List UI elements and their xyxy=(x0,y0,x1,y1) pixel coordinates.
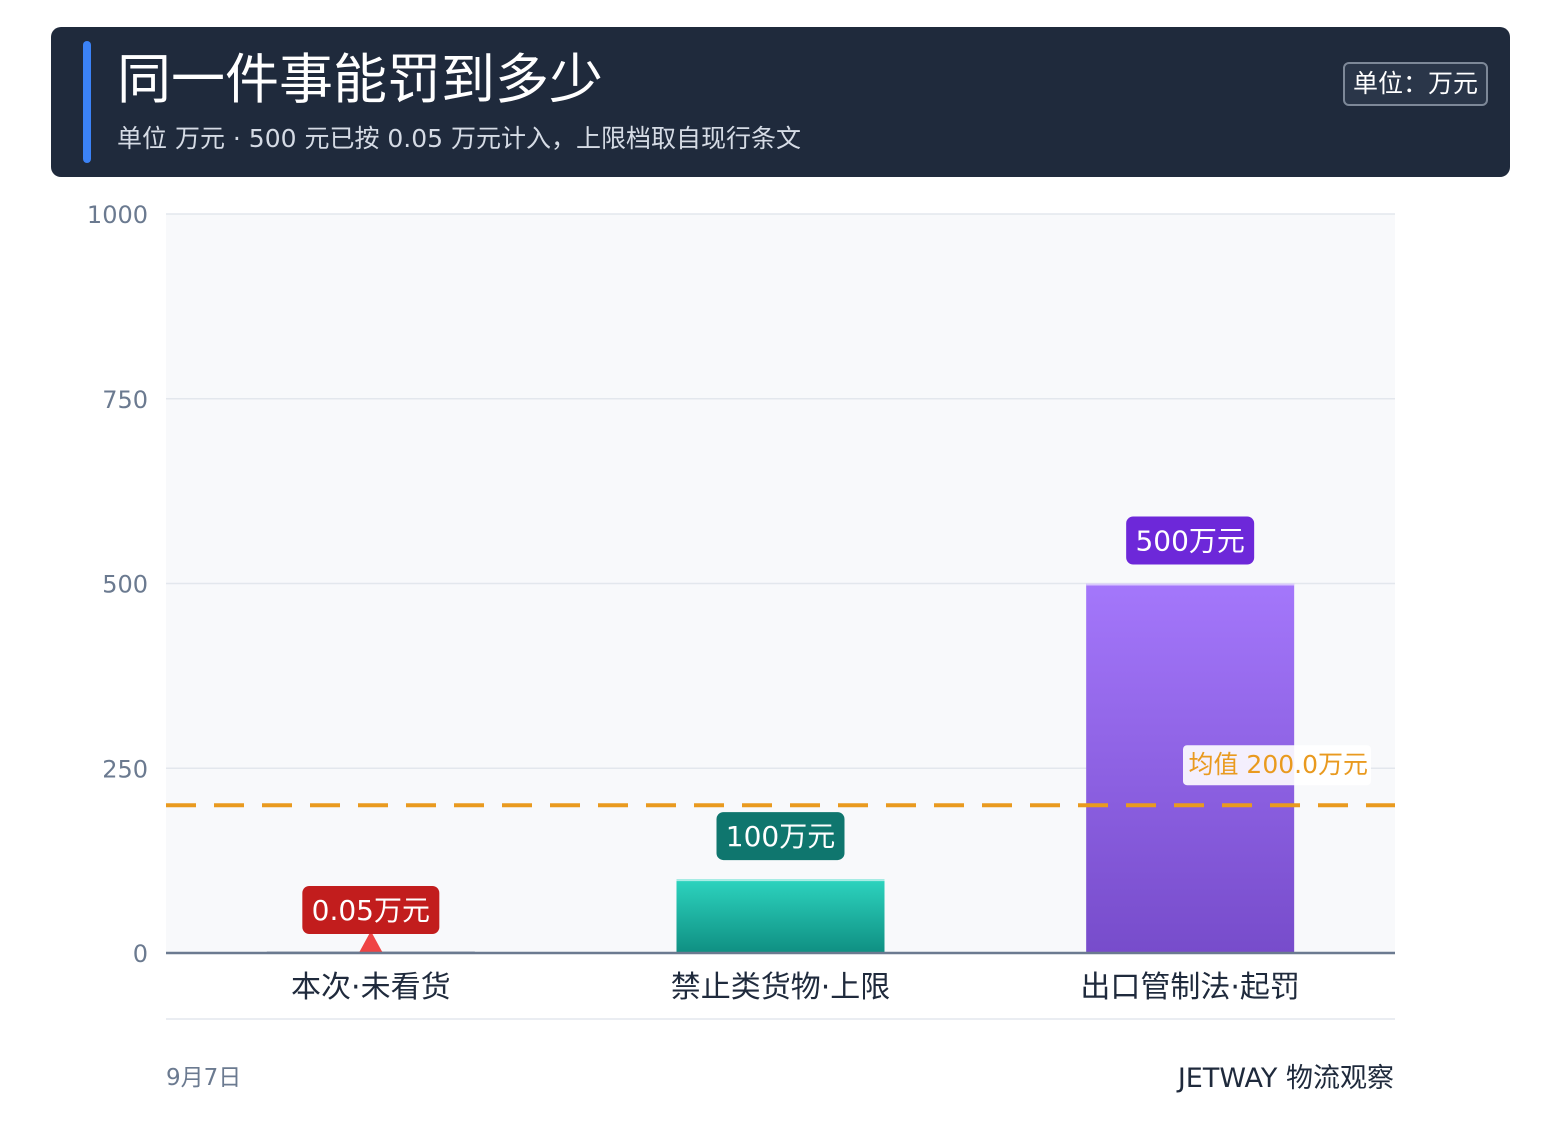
unit-badge: 单位：万元 xyxy=(1342,62,1488,106)
bar xyxy=(676,879,885,953)
value-label-bg xyxy=(1126,516,1255,565)
mean-label-bg xyxy=(1183,745,1371,786)
value-label-text: 100万元 xyxy=(726,820,835,853)
chart-title: 同一件事能罚到多少 xyxy=(117,48,603,111)
x-category-label: 出口管制法·起罚 xyxy=(1080,970,1300,1005)
header-accent-bar xyxy=(83,41,91,163)
value-label-text: 500万元 xyxy=(1135,525,1244,558)
value-label: 100万元 xyxy=(716,812,845,861)
chart-subtitle: 单位 万元 · 500 元已按 0.05 万元计入，上限档取自现行条文 xyxy=(117,124,802,153)
y-tick-label: 750 xyxy=(102,386,148,414)
y-tick-label: 0 xyxy=(133,940,148,968)
footer-date: 9月7日 xyxy=(166,1065,242,1091)
footer-brand: JETWAY 物流观察 xyxy=(1177,1063,1394,1094)
mean-label-text: 均值 200.0万元 xyxy=(1188,750,1368,779)
x-category-label: 本次·未看货 xyxy=(291,970,451,1005)
y-tick-label: 500 xyxy=(102,571,148,599)
value-label: 500万元 xyxy=(1126,516,1255,565)
value-label-bg xyxy=(716,812,845,861)
mean-label: 均值 200.0万元 xyxy=(1183,745,1371,786)
y-tick-label: 250 xyxy=(102,755,148,783)
x-category-label: 禁止类货物·上限 xyxy=(671,970,891,1005)
value-label-text: 0.05万元 xyxy=(312,894,430,927)
chart-header: 同一件事能罚到多少 单位 万元 · 500 元已按 0.05 万元计入，上限档取… xyxy=(51,27,1510,177)
value-label: 0.05万元 xyxy=(302,886,440,934)
value-marker-triangle xyxy=(358,931,383,953)
y-tick-label: 1000 xyxy=(87,201,148,229)
value-label-bg xyxy=(302,886,440,934)
